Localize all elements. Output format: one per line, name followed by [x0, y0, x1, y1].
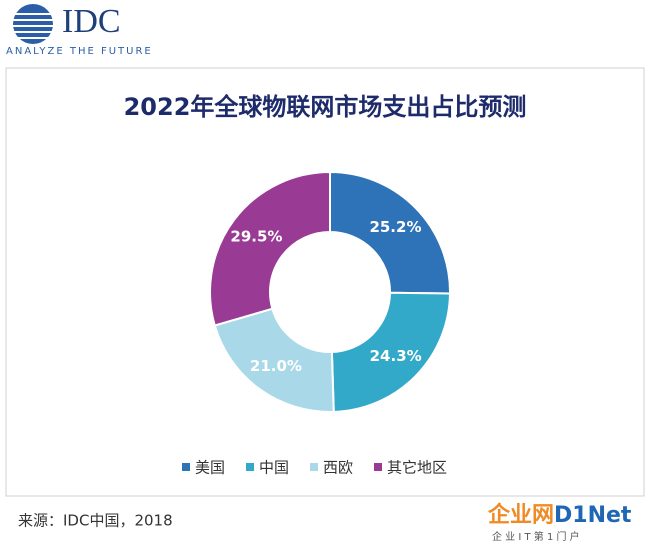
data-label: 25.2%	[369, 218, 421, 236]
logo-text: IDC	[62, 3, 121, 40]
donut-segment	[209, 170, 331, 327]
watermark-slogan: 企 业 I T 第 1 门 户	[492, 530, 580, 543]
chart-title: 2022年全球物联网市场支出占比预测	[124, 93, 527, 121]
chart-frame	[5, 67, 645, 497]
donut-segment	[213, 307, 335, 413]
watermark-name: D1Net	[554, 503, 632, 528]
legend-label: 西欧	[323, 459, 353, 477]
legend-swatch	[374, 463, 382, 471]
donut-segment	[329, 170, 451, 295]
tagline: ANALYZE THE FUTURE	[6, 46, 153, 57]
legend-label: 美国	[195, 459, 225, 477]
logo-globe	[13, 4, 53, 44]
donut-segment	[330, 291, 452, 413]
legend-label: 其它地区	[387, 459, 447, 477]
watermark: 企业网D1Net	[487, 502, 632, 528]
data-label: 21.0%	[250, 357, 302, 375]
legend-swatch	[246, 463, 254, 471]
data-label: 24.3%	[370, 347, 422, 365]
data-label: 29.5%	[230, 227, 282, 245]
legend-swatch	[310, 463, 318, 471]
watermark-brand: 企业网	[487, 502, 554, 528]
source: 来源：IDC中国，2018	[18, 512, 173, 530]
legend-label: 中国	[259, 459, 289, 477]
legend-swatch	[182, 463, 190, 471]
